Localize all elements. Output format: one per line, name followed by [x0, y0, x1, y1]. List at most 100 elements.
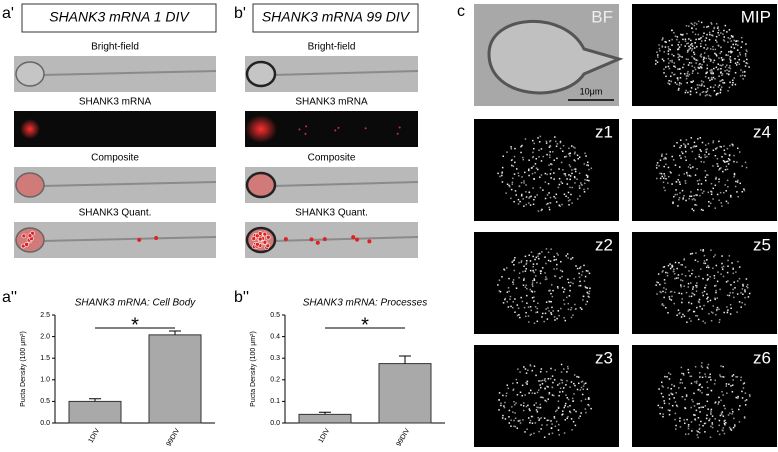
soma [15, 172, 45, 198]
speck [667, 53, 670, 55]
speck [680, 263, 682, 266]
speck [742, 285, 744, 287]
neurite [272, 181, 419, 187]
speck [526, 302, 528, 304]
speck [710, 413, 712, 415]
puncta [255, 241, 260, 247]
speck [728, 159, 731, 161]
speck [512, 165, 515, 168]
speck [710, 408, 713, 411]
speck [718, 321, 721, 324]
speck [714, 285, 716, 287]
speck [517, 203, 520, 205]
speck [730, 429, 733, 431]
speck [741, 190, 744, 193]
speck [529, 364, 532, 366]
speck [712, 45, 714, 48]
speck [736, 397, 739, 399]
speck [528, 174, 530, 177]
speck [558, 394, 560, 397]
speck [714, 207, 716, 209]
speck [573, 277, 575, 280]
speck [731, 143, 733, 146]
speck [541, 208, 543, 211]
speck [727, 280, 729, 282]
speck [677, 89, 680, 91]
speck [718, 178, 720, 180]
speck [694, 158, 697, 160]
speck [716, 297, 719, 299]
speck [734, 71, 737, 74]
speck [533, 290, 536, 293]
speck [525, 262, 528, 265]
speck [534, 163, 537, 165]
speck [585, 270, 588, 272]
speck [504, 298, 506, 301]
speck [687, 64, 690, 66]
speck [698, 67, 701, 69]
speck [713, 274, 716, 277]
speck [553, 379, 556, 381]
speck [539, 272, 542, 275]
speck [568, 164, 571, 166]
speck [730, 307, 732, 309]
signal-dot [398, 126, 401, 129]
speck [714, 84, 716, 86]
speck [579, 307, 582, 309]
speck [678, 46, 681, 48]
speck [699, 137, 702, 139]
speck [718, 75, 720, 78]
speck [521, 176, 523, 178]
speck [551, 432, 554, 435]
speck [742, 78, 744, 80]
speck [727, 309, 729, 311]
speck [693, 293, 696, 296]
puncta [309, 237, 314, 242]
speck [512, 283, 515, 286]
speck [667, 312, 669, 314]
speck [693, 405, 696, 407]
speck [583, 383, 586, 385]
speck [664, 282, 666, 284]
speck [735, 64, 738, 66]
speck [700, 406, 702, 409]
speck [715, 313, 717, 316]
speck [722, 33, 724, 35]
speck [571, 202, 573, 204]
speck [539, 135, 542, 138]
speck [679, 192, 681, 194]
speck [550, 311, 552, 314]
speck [698, 406, 700, 409]
speck [570, 307, 573, 309]
speck [677, 277, 680, 279]
speck [699, 55, 702, 57]
speck [542, 189, 544, 191]
speck [528, 159, 530, 161]
speck [538, 430, 540, 433]
speck [688, 62, 691, 64]
speck [533, 322, 536, 324]
speck [696, 430, 698, 432]
speck [561, 286, 564, 289]
speck [537, 406, 539, 409]
speck [690, 87, 693, 89]
speck [679, 382, 681, 384]
speck [677, 309, 680, 311]
speck [689, 93, 692, 96]
speck [720, 365, 722, 367]
speck [511, 306, 514, 309]
speck [656, 51, 658, 54]
speck [525, 372, 528, 374]
speck [545, 248, 548, 250]
speck [544, 312, 547, 315]
speck [663, 279, 666, 281]
speck [695, 286, 698, 289]
speck [658, 44, 660, 46]
speck [718, 424, 720, 427]
speck [715, 291, 717, 294]
speck [656, 293, 658, 295]
signal-dot [396, 132, 399, 135]
speck [694, 419, 697, 421]
speck [709, 70, 711, 72]
